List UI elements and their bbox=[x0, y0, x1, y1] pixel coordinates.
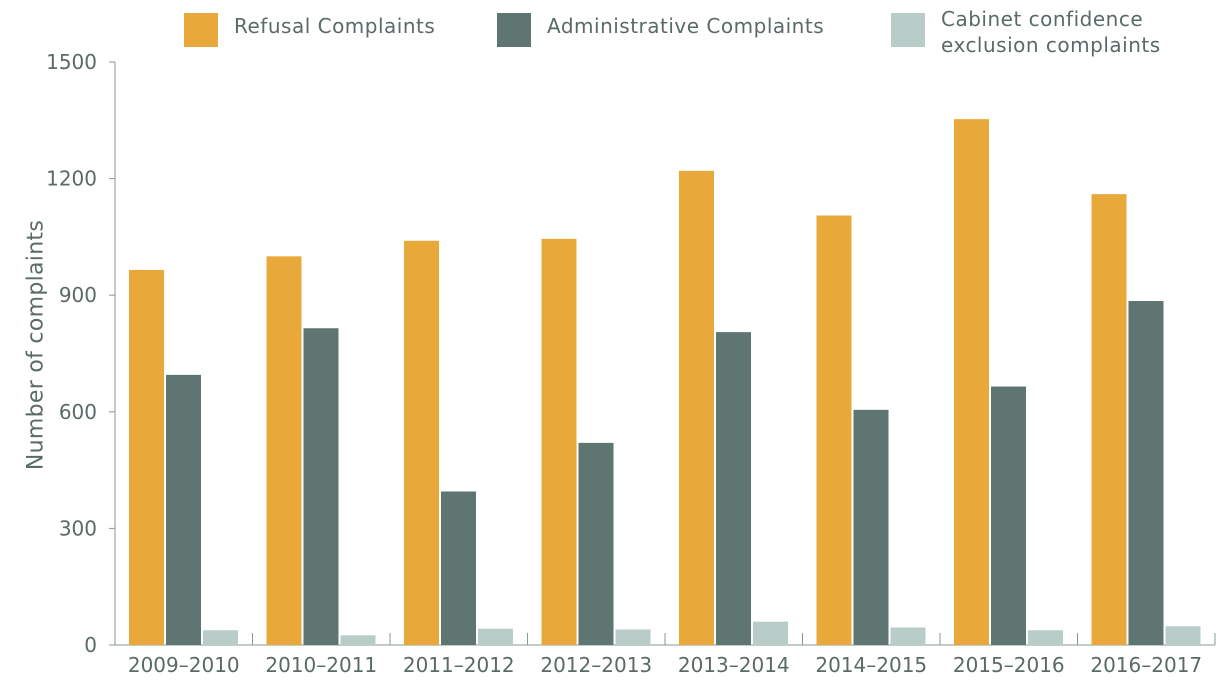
bar-administrative bbox=[303, 328, 339, 645]
x-tick-label: 2014–2015 bbox=[815, 653, 927, 677]
x-tick-label: 2013–2014 bbox=[678, 653, 790, 677]
bar-cabinet bbox=[615, 629, 651, 645]
x-tick-label: 2015–2016 bbox=[953, 653, 1065, 677]
y-tick-label: 1200 bbox=[46, 167, 97, 191]
bar-refusal bbox=[679, 170, 714, 645]
y-tick-label: 0 bbox=[84, 633, 97, 657]
legend-item-refusal: Refusal Complaints bbox=[184, 6, 435, 56]
y-tick-label: 1500 bbox=[46, 50, 97, 74]
bar-administrative bbox=[991, 386, 1026, 645]
legend-label-cabinet: Cabinet confidence exclusion complaints bbox=[941, 7, 1161, 57]
bar-cabinet bbox=[753, 621, 788, 645]
legend-swatch-cabinet bbox=[891, 13, 925, 47]
bar-administrative bbox=[853, 409, 889, 645]
bar-administrative bbox=[578, 442, 614, 645]
legend-item-administrative: Administrative Complaints bbox=[497, 6, 824, 56]
legend-swatch-administrative bbox=[497, 13, 531, 47]
x-tick-label: 2012–2013 bbox=[540, 653, 652, 677]
bar-cabinet bbox=[1165, 626, 1201, 645]
legend-label-administrative: Administrative Complaints bbox=[547, 14, 825, 38]
bar-administrative bbox=[716, 332, 751, 645]
bar-refusal bbox=[816, 215, 852, 646]
bar-refusal bbox=[954, 119, 989, 645]
y-tick-label: 300 bbox=[59, 516, 97, 540]
bar-administrative bbox=[166, 374, 201, 645]
bar-cabinet bbox=[890, 627, 926, 645]
y-tick-label: 900 bbox=[59, 283, 97, 307]
legend-label-refusal: Refusal Complaints bbox=[234, 14, 436, 38]
bar-cabinet bbox=[340, 635, 376, 645]
bar-cabinet bbox=[1028, 630, 1063, 645]
x-tick-label: 2016–2017 bbox=[1090, 653, 1202, 677]
legend-item-cabinet: Cabinet confidence exclusion complaints bbox=[891, 6, 1181, 57]
bar-administrative bbox=[1128, 301, 1164, 645]
legend-swatch-refusal bbox=[184, 13, 218, 47]
x-tick-label: 2010–2011 bbox=[265, 653, 377, 677]
bar-refusal bbox=[266, 256, 302, 645]
bar-cabinet bbox=[203, 630, 238, 645]
x-tick-label: 2009–2010 bbox=[128, 653, 240, 677]
bar-refusal bbox=[404, 240, 439, 645]
bar-cabinet bbox=[478, 628, 513, 645]
bar-administrative bbox=[441, 491, 476, 645]
x-tick-label: 2011–2012 bbox=[403, 653, 515, 677]
bar-refusal bbox=[541, 238, 577, 646]
bar-refusal bbox=[129, 269, 164, 645]
y-tick-label: 600 bbox=[59, 400, 97, 424]
bar-refusal bbox=[1091, 194, 1127, 645]
